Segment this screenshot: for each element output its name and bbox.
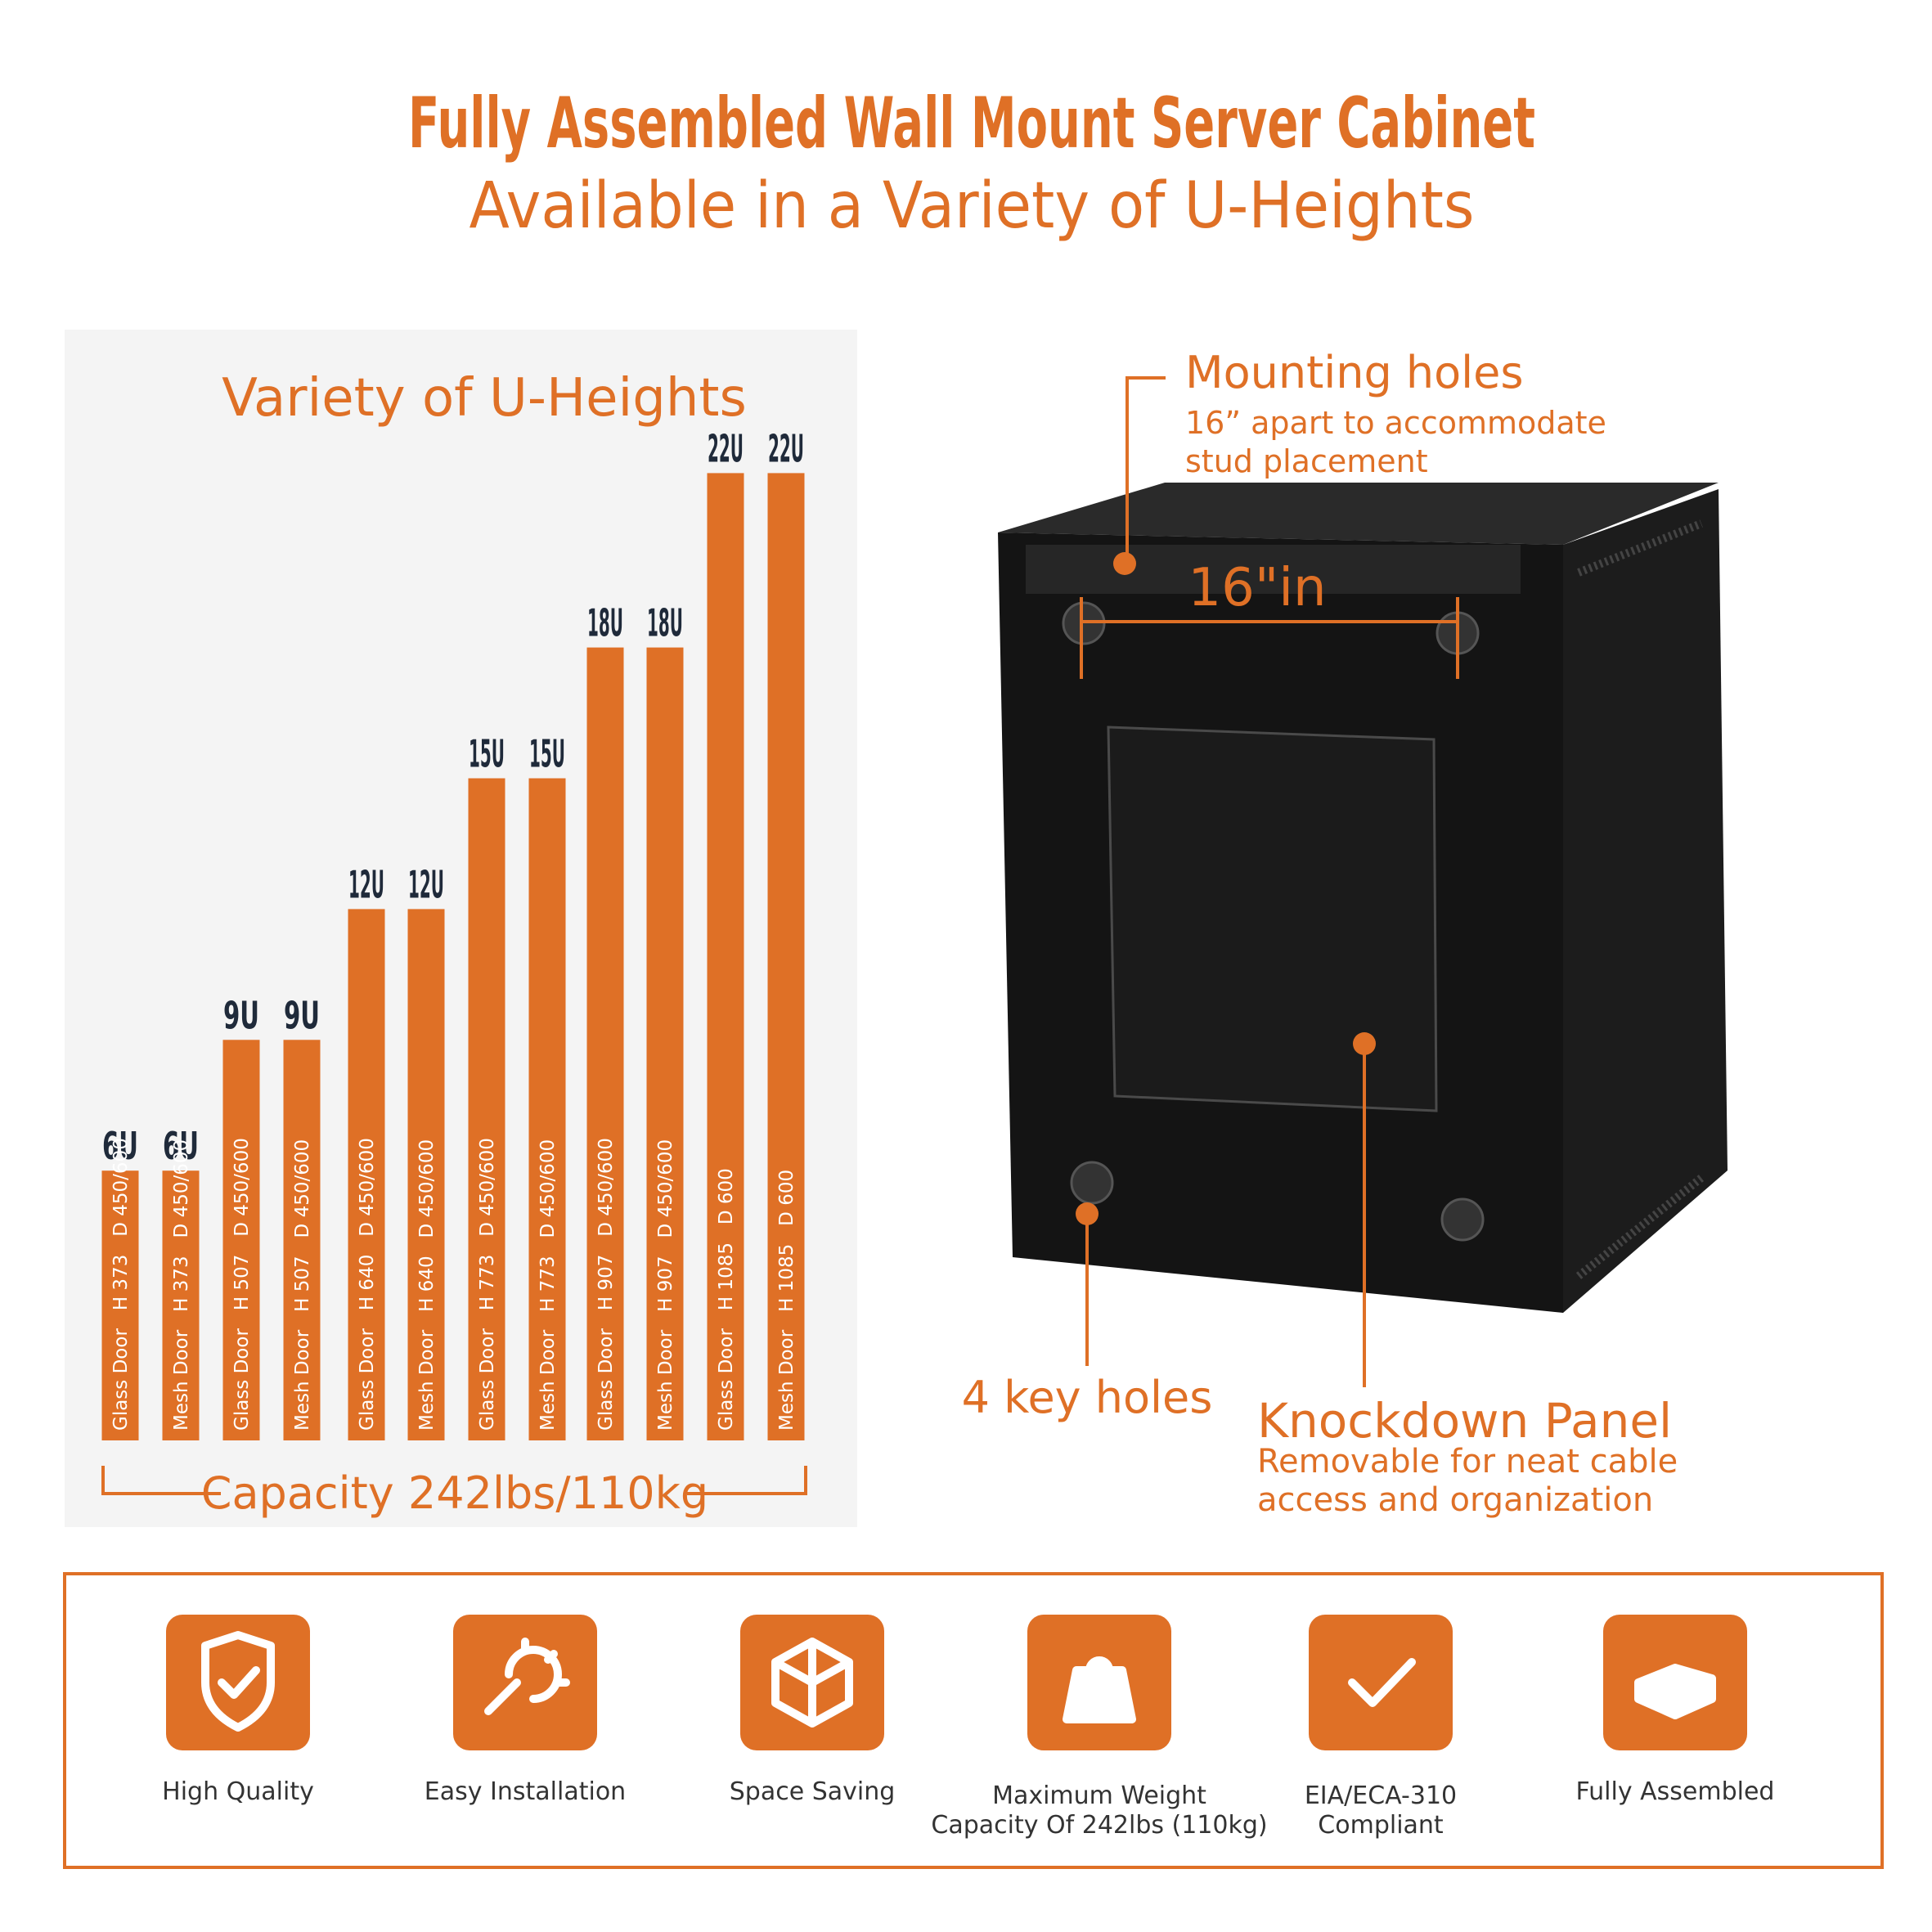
bar-spec: Glass Door H 640 D 450/600 <box>357 1138 378 1431</box>
bar <box>162 1170 200 1440</box>
bar <box>468 778 505 1440</box>
bar-label: 9U <box>284 993 320 1037</box>
bar-label: 18U <box>647 601 683 645</box>
bar-spec: Mesh Door H 773 D 450/600 <box>537 1139 559 1431</box>
bar-label: 9U <box>223 993 259 1037</box>
feature-label: High Quality <box>162 1777 314 1806</box>
bar-spec: Glass Door H 773 D 450/600 <box>477 1138 498 1431</box>
bar-label: 15U <box>529 732 565 776</box>
bar-label: 12U <box>348 862 384 906</box>
mounting-title: Mounting holes <box>1185 347 1524 398</box>
features-box <box>63 1572 1884 1869</box>
feature-label: Space Saving <box>730 1777 896 1806</box>
title: Fully Assembled Wall Mount Server Cabine… <box>408 83 1535 164</box>
key-holes: 4 key holes <box>962 1372 1213 1423</box>
bar-label: 6U <box>102 1124 138 1168</box>
bar <box>767 473 805 1440</box>
bar <box>348 909 385 1440</box>
capacity-bracket <box>101 1466 807 1495</box>
features: High Quality Easy Installation Space Savin… <box>162 1615 1774 1840</box>
width-label: 16"in <box>1188 558 1326 618</box>
bar-spec: Glass Door H 507 D 450/600 <box>231 1138 253 1431</box>
feature-icon <box>201 1631 275 1732</box>
cabinet <box>998 483 1728 1313</box>
knockdown-text: Removable for neat cable <box>1257 1443 1678 1480</box>
bar-spec: Mesh Door H 1085 D 600 <box>776 1170 798 1431</box>
feature-label: Easy Installation <box>425 1777 626 1806</box>
mounting-text: stud placement <box>1185 443 1428 479</box>
chart-title: Variety of U-Heights <box>222 368 747 429</box>
feature-label: Capacity Of 242lbs (110kg) <box>931 1811 1267 1840</box>
feature-icon-bg <box>453 1615 597 1750</box>
feature-label: Compliant <box>1318 1811 1444 1840</box>
bar-label: 22U <box>768 426 804 470</box>
bar-label: 6U <box>163 1124 199 1168</box>
bar-label: 12U <box>408 862 444 906</box>
capacity: Capacity 242lbs/110kg <box>201 1467 708 1519</box>
feature-icon <box>771 1638 853 1728</box>
bar-label: 22U <box>708 426 744 470</box>
bar-label: 18U <box>587 601 623 645</box>
bar-spec: Glass Door H 373 D 450/600 <box>110 1138 132 1431</box>
bar <box>528 778 566 1440</box>
bar-spec: Glass Door H 1085 D 600 <box>716 1168 737 1431</box>
subtitle: Available in a Variety of U-Heights <box>470 169 1475 243</box>
bar-spec: Mesh Door H 640 D 450/600 <box>416 1139 438 1431</box>
bar-spec: Glass Door H 907 D 450/600 <box>595 1138 617 1431</box>
mounting-text: 16” apart to accommodate <box>1185 405 1606 441</box>
bar <box>222 1040 260 1440</box>
feature-label: Maximum Weight <box>992 1781 1206 1810</box>
leader-dots <box>1076 552 1376 1225</box>
leaders <box>1080 376 1459 1387</box>
feature-icon <box>484 1638 570 1715</box>
feature-icon <box>1634 1664 1716 1719</box>
bar <box>407 909 445 1440</box>
knockdown-text: access and organization <box>1257 1481 1653 1519</box>
bar-spec: Mesh Door H 373 D 450/600 <box>171 1139 192 1431</box>
feature-label: Fully Assembled <box>1576 1777 1775 1806</box>
feature-icon <box>1348 1658 1416 1707</box>
bar <box>707 473 744 1440</box>
bar <box>101 1170 139 1440</box>
feature-label: EIA/ECA-310 <box>1305 1781 1457 1810</box>
feature-icon <box>1063 1656 1136 1723</box>
bar <box>586 647 624 1440</box>
bar-spec: Mesh Door H 507 D 450/600 <box>292 1139 313 1431</box>
knockdown-title: Knockdown Panel <box>1257 1393 1672 1449</box>
bar-label: 15U <box>469 732 505 776</box>
feature-icon-bg <box>1309 1615 1453 1750</box>
bar <box>646 647 684 1440</box>
bar-spec: Mesh Door H 907 D 450/600 <box>655 1139 676 1431</box>
bar <box>283 1040 321 1440</box>
